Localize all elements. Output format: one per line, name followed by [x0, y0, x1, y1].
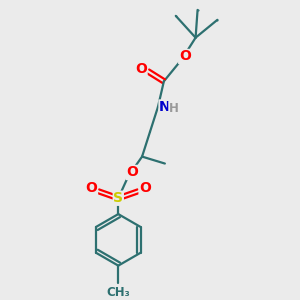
Text: H: H	[169, 101, 179, 115]
Text: O: O	[126, 166, 138, 179]
Text: S: S	[113, 191, 123, 205]
Text: O: O	[85, 181, 98, 195]
Text: O: O	[139, 181, 151, 195]
Text: O: O	[135, 62, 147, 76]
Text: CH₃: CH₃	[106, 286, 130, 299]
Text: N: N	[159, 100, 171, 114]
Text: O: O	[179, 50, 190, 64]
